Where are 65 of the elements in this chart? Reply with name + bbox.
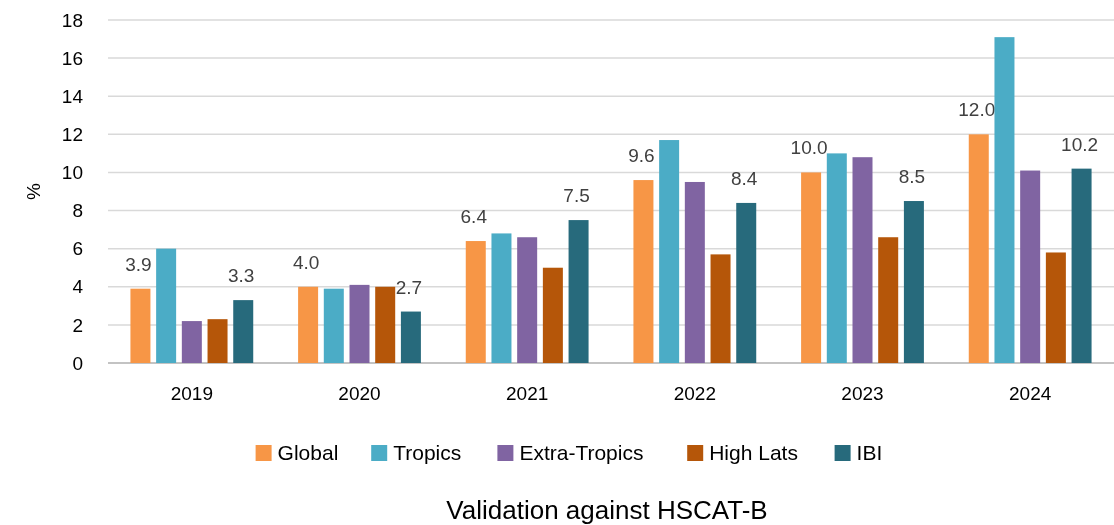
bar: [323, 288, 344, 363]
bar: [801, 172, 822, 363]
bar: [465, 241, 486, 363]
bar: [349, 284, 370, 363]
bar: [659, 140, 680, 363]
data-label: 12.0: [958, 99, 996, 121]
y-tick-label: 8: [72, 200, 83, 222]
data-label: 7.5: [563, 185, 590, 207]
legend-label: Global: [277, 441, 339, 465]
data-label: 8.5: [898, 166, 926, 188]
y-tick-label: 10: [61, 162, 83, 184]
bar: [1045, 252, 1066, 363]
y-tick-label: 4: [72, 276, 84, 298]
y-tick-label: 18: [61, 9, 83, 31]
data-label: 10.2: [1061, 133, 1099, 155]
bar: [130, 288, 151, 363]
data-label: 4.0: [292, 251, 320, 273]
x-tick-label: 2022: [673, 383, 716, 404]
bar: [852, 157, 873, 363]
bar: [736, 202, 757, 363]
x-tick-label: 2023: [841, 383, 884, 404]
bar: [542, 267, 563, 363]
y-axis-title: %: [23, 182, 44, 200]
data-label: 3.3: [228, 265, 255, 287]
y-tick-label: 0: [72, 352, 83, 374]
bar: [878, 237, 899, 363]
x-tick-label: 2021: [506, 383, 549, 404]
bar: [1020, 170, 1041, 363]
legend-label: IBI: [856, 441, 883, 465]
bar: [684, 181, 705, 363]
bar: [375, 286, 396, 363]
x-tick-label: 2024: [1009, 383, 1052, 404]
bar: [994, 37, 1015, 363]
bar: [903, 201, 924, 363]
bar: [826, 153, 847, 363]
bar: [233, 300, 254, 363]
data-label: 3.9: [125, 253, 152, 275]
bar: [400, 311, 421, 363]
legend-label: Extra-Tropics: [519, 441, 644, 465]
bar: [710, 254, 731, 363]
bar: [633, 180, 654, 363]
bar: [298, 286, 319, 363]
y-tick-label: 6: [72, 238, 83, 260]
data-label: 2.7: [395, 276, 423, 298]
bar: [1071, 168, 1092, 363]
bar: [207, 319, 228, 363]
bar: [517, 237, 538, 363]
x-tick-label: 2020: [338, 383, 381, 404]
bar: [491, 233, 512, 363]
x-tick-label: 2019: [170, 383, 213, 404]
legend-label: Tropics: [393, 441, 462, 465]
y-tick-label: 14: [61, 85, 84, 107]
y-tick-label: 12: [61, 123, 83, 145]
data-label: 8.4: [731, 167, 758, 189]
y-tick-label: 16: [61, 47, 83, 69]
bar: [181, 321, 202, 363]
bar: [156, 248, 177, 363]
data-label: 6.4: [460, 206, 488, 228]
data-label: 9.6: [628, 145, 655, 167]
text: Validation against HSCAT-B: [446, 495, 768, 525]
legend-label: High Lats: [709, 441, 798, 465]
bar: [968, 134, 989, 363]
bar: [568, 220, 589, 363]
y-tick-label: 2: [72, 314, 83, 336]
data-label: 10.0: [790, 137, 828, 159]
